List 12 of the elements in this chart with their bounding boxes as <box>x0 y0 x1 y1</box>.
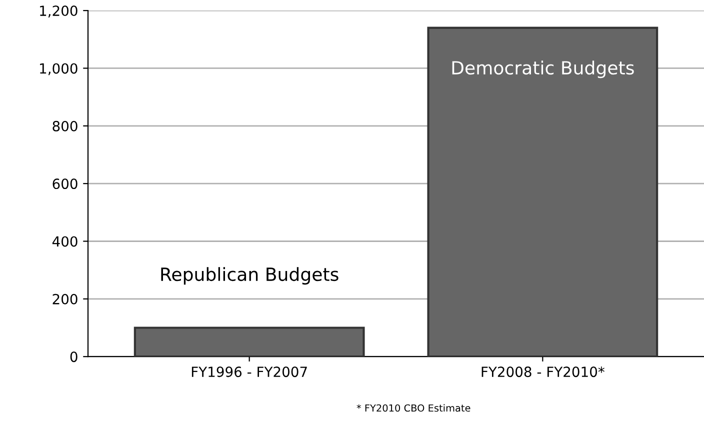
y-tick-label: 600 <box>52 178 78 190</box>
y-tick-label: 1,200 <box>40 6 78 18</box>
y-tick-label: 0 <box>70 352 78 362</box>
annotation: Republican Budgets <box>161 267 338 285</box>
y-tick-label: 800 <box>52 120 78 132</box>
y-tick-label: 1,000 <box>40 63 78 76</box>
x-tick-label: FY2008 - FY2010* <box>482 366 604 378</box>
text: * FY2010 CBO Estimate <box>356 404 470 412</box>
y-tick-label: 400 <box>52 236 78 247</box>
x-tick-label: FY1996 - FY2007 <box>192 366 307 378</box>
y-tick-label: 200 <box>52 294 78 304</box>
annotation: Democratic Budgets <box>452 60 634 78</box>
